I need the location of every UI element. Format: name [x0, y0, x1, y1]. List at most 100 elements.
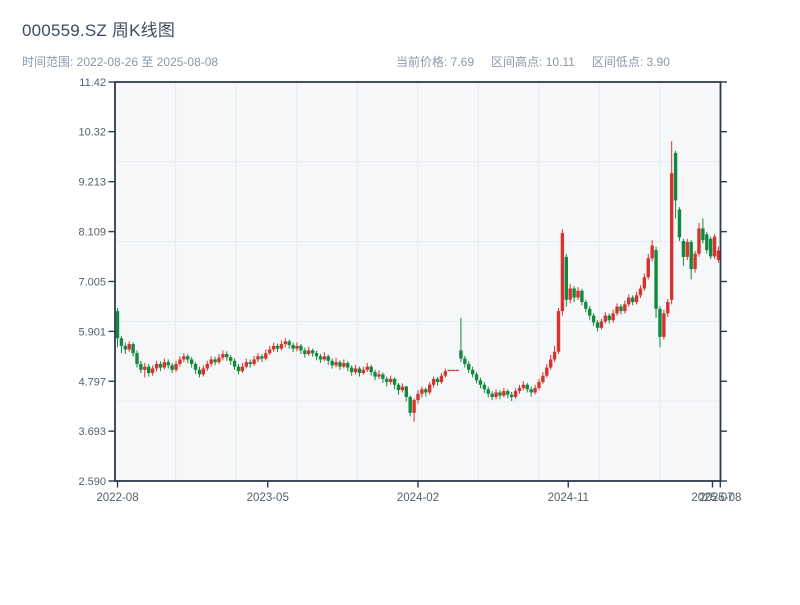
candle-body [400, 386, 405, 391]
candle-body [225, 354, 229, 358]
candle-body [412, 400, 416, 413]
candle-body [708, 238, 713, 257]
candle-body [283, 341, 288, 345]
candle-body [209, 359, 213, 364]
x-tick-label: 2024-02 [397, 492, 439, 504]
candle-body [517, 387, 522, 392]
candle-body [154, 363, 159, 369]
candle-body [490, 393, 494, 397]
candle-body [572, 288, 576, 298]
candle-body [205, 363, 209, 369]
candle-body [548, 359, 553, 368]
candle-body [361, 369, 366, 374]
candle-body [673, 152, 678, 201]
candle-body [178, 359, 182, 364]
candle-body [701, 228, 705, 241]
candle-body [638, 288, 643, 296]
candle-body [607, 315, 611, 321]
candle-body [716, 250, 721, 261]
candle-body [568, 288, 572, 300]
candle-body [158, 363, 163, 368]
candle-body [182, 356, 186, 360]
candle-body [541, 375, 545, 383]
candle-body [377, 374, 381, 377]
price-stats: 当前价格: 7.69 区间高点: 10.11 区间低点: 3.90 [396, 53, 670, 70]
candle-body [576, 290, 580, 298]
candle-body [349, 367, 354, 373]
gridlines [115, 82, 721, 481]
candle-body [478, 380, 483, 385]
candle-body [474, 374, 479, 381]
candle-body [295, 345, 299, 349]
candle-body [619, 306, 623, 312]
candle-body [119, 338, 124, 346]
candle-body [408, 396, 412, 413]
candle-body [424, 389, 428, 393]
y-tick-label: 11.42 [79, 77, 106, 89]
candle-body [147, 366, 151, 374]
candle-body [287, 341, 291, 345]
candle-body [248, 362, 252, 364]
candle-body [431, 378, 436, 385]
candle-body [404, 386, 408, 397]
candle-body [447, 369, 451, 372]
candle-body [611, 313, 615, 321]
candle-body [385, 378, 389, 383]
candle-body [435, 378, 440, 383]
candle-body [552, 351, 557, 360]
range-high-label: 区间高点: 10.11 [491, 55, 575, 69]
candle-body [697, 228, 701, 254]
candle-body [279, 344, 284, 349]
candle-body [268, 349, 272, 354]
candle-body [451, 369, 455, 372]
candle-body [326, 356, 330, 361]
candle-body [634, 295, 639, 303]
x-axis-labels: 2022-08 2023-05 2024-02 2024-11 2025-072025-… [96, 492, 741, 504]
candle-body [252, 359, 256, 364]
candle-body [693, 253, 697, 270]
candle-body [388, 378, 393, 383]
candle-body [330, 360, 334, 366]
candle-body [150, 368, 155, 374]
candle-body [681, 241, 686, 257]
candle-body [197, 369, 202, 375]
range-low-label: 区间低点: 3.90 [591, 55, 670, 69]
candle-body [443, 371, 448, 376]
candle-body [271, 345, 276, 350]
candle-body [143, 366, 147, 370]
candle-body [201, 368, 206, 375]
candle-body [174, 363, 178, 370]
candle-body [677, 209, 682, 238]
candle-body [564, 256, 568, 300]
candle-body [318, 356, 323, 360]
candle-body [630, 297, 635, 303]
candle-body [509, 394, 514, 397]
current-price-label: 当前价格: 7.69 [396, 55, 475, 69]
candle-body [123, 345, 128, 350]
candle-body [135, 353, 139, 364]
candle-body [584, 302, 588, 309]
candle-body [307, 350, 311, 355]
candle-body [299, 345, 303, 351]
candle-body [482, 384, 487, 390]
candle-body [244, 362, 248, 367]
candle-body [353, 368, 358, 373]
x-tick-label: 2025-07 [691, 492, 733, 504]
candle-body [303, 350, 307, 355]
candle-body [470, 369, 475, 375]
candle-body [588, 308, 592, 316]
x-tick-label: 2024-11 [548, 492, 589, 504]
candle-body [213, 359, 217, 363]
candle-body [291, 344, 295, 349]
candle-body [232, 360, 237, 367]
x-tick-label: 2025-08 [699, 492, 741, 504]
candles-group [115, 141, 721, 422]
candle-body [486, 389, 490, 394]
candle-body [420, 389, 424, 394]
y-tick-label: 10.32 [78, 127, 106, 139]
candle-body [627, 297, 631, 305]
candle-body [357, 368, 362, 374]
candle-body [591, 315, 596, 323]
candle-body [467, 363, 471, 370]
